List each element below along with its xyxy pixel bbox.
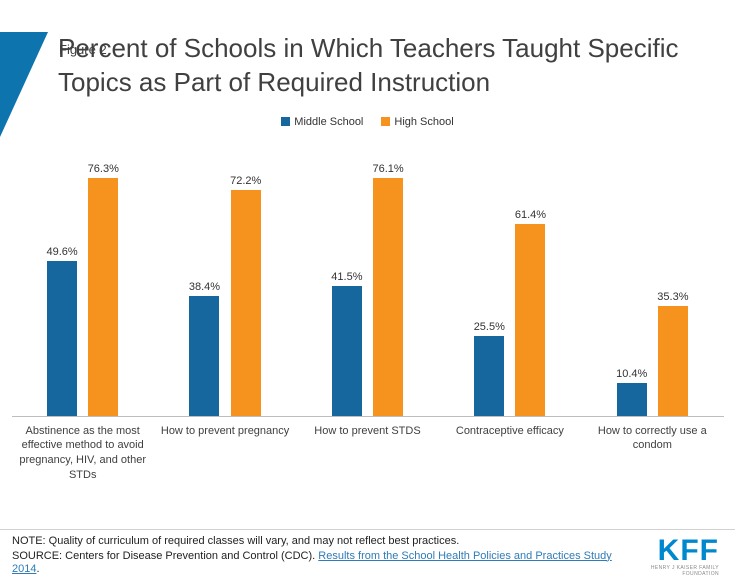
- bar-group-3: 25.5% 61.4%: [439, 154, 581, 416]
- legend-label-middle-school: Middle School: [294, 115, 364, 128]
- source-text: SOURCE: Centers for Disease Prevention a…: [12, 550, 617, 578]
- bar-wrap-middle-school: 49.6%: [46, 245, 78, 416]
- bar-group-4: 10.4% 35.3%: [581, 154, 723, 416]
- bar-middle-school: [616, 383, 647, 416]
- chart-legend: Middle School High School: [0, 116, 735, 128]
- category-label: Contraceptive efficacy: [455, 424, 564, 437]
- bar-wrap-high-school: 35.3%: [657, 291, 688, 416]
- bar-group-2: 41.5% 76.1%: [296, 154, 438, 416]
- bar-group-1: 38.4% 72.2%: [154, 154, 296, 416]
- bar-wrap-high-school: 61.4%: [515, 209, 546, 416]
- chart-plot-area: 49.6% 76.3% 38.4% 72.2% 41.5% 76.1% 25.5% 61.4%…: [11, 154, 724, 417]
- footer-text: NOTE: Quality of curriculum of required …: [12, 535, 617, 577]
- corner-accent-triangle: [0, 32, 48, 137]
- bar-middle-school: [331, 286, 362, 416]
- bar-wrap-middle-school: 25.5%: [474, 321, 505, 416]
- bar-value-label: 61.4%: [514, 209, 547, 222]
- bar-wrap-middle-school: 41.5%: [331, 271, 363, 416]
- bar-group-0: 49.6% 76.3%: [12, 154, 154, 416]
- legend-label-high-school: High School: [394, 115, 454, 128]
- category-label: How to prevent STDS: [314, 424, 421, 437]
- bar-wrap-middle-school: 38.4%: [189, 281, 220, 416]
- legend-swatch-middle-school: [281, 117, 291, 127]
- legend-item-high-school: High School: [381, 115, 454, 128]
- bar-chart: 49.6% 76.3% 38.4% 72.2% 41.5% 76.1% 25.5% 61.4%…: [11, 154, 724, 483]
- bar-value-label: 76.1%: [372, 163, 404, 176]
- kff-logo-text: KFF: [657, 533, 719, 567]
- legend-swatch-high-school: [381, 117, 391, 127]
- footer: NOTE: Quality of curriculum of required …: [0, 528, 735, 583]
- bar-wrap-high-school: 76.3%: [88, 163, 119, 416]
- bar-high-school: [373, 178, 404, 416]
- category-label: How to correctly use a condom: [597, 424, 707, 452]
- category-label: Abstinence as the most effective method …: [19, 424, 146, 482]
- kff-logo-subtext: HENRY J KAISER FAMILY FOUNDATION: [650, 565, 719, 577]
- category-label: How to prevent pregnancy: [160, 424, 290, 437]
- bar-value-label: 10.4%: [616, 368, 648, 381]
- bar-value-label: 49.6%: [46, 245, 78, 258]
- legend-item-middle-school: Middle School: [281, 116, 363, 128]
- bar-value-label: 72.2%: [230, 175, 262, 188]
- source-suffix: .: [36, 563, 40, 576]
- bar-middle-school: [474, 336, 505, 416]
- bar-value-label: 25.5%: [473, 321, 505, 334]
- kff-logo: KFF HENRY J KAISER FAMILY FOUNDATION: [617, 533, 723, 577]
- bar-wrap-high-school: 76.1%: [372, 163, 404, 416]
- figure-label: Figure 2: [59, 42, 107, 57]
- bar-middle-school: [189, 295, 220, 416]
- bar-value-label: 41.5%: [331, 271, 363, 284]
- bar-middle-school: [47, 260, 78, 416]
- bar-high-school: [515, 224, 546, 416]
- bar-value-label: 76.3%: [87, 162, 119, 175]
- bar-wrap-middle-school: 10.4%: [616, 368, 648, 416]
- bar-value-label: 35.3%: [657, 290, 689, 303]
- bar-high-school: [88, 177, 119, 416]
- bar-high-school: [230, 190, 261, 416]
- bar-high-school: [657, 305, 688, 416]
- page-title: Percent of Schools in Which Teachers Tau…: [58, 33, 679, 97]
- source-prefix: SOURCE: Centers for Disease Prevention a…: [12, 549, 319, 562]
- note-text: NOTE: Quality of curriculum of required …: [12, 534, 460, 547]
- bar-wrap-high-school: 72.2%: [230, 175, 262, 416]
- bar-value-label: 38.4%: [188, 280, 221, 293]
- chart-category-axis: Abstinence as the most effective method …: [12, 417, 724, 483]
